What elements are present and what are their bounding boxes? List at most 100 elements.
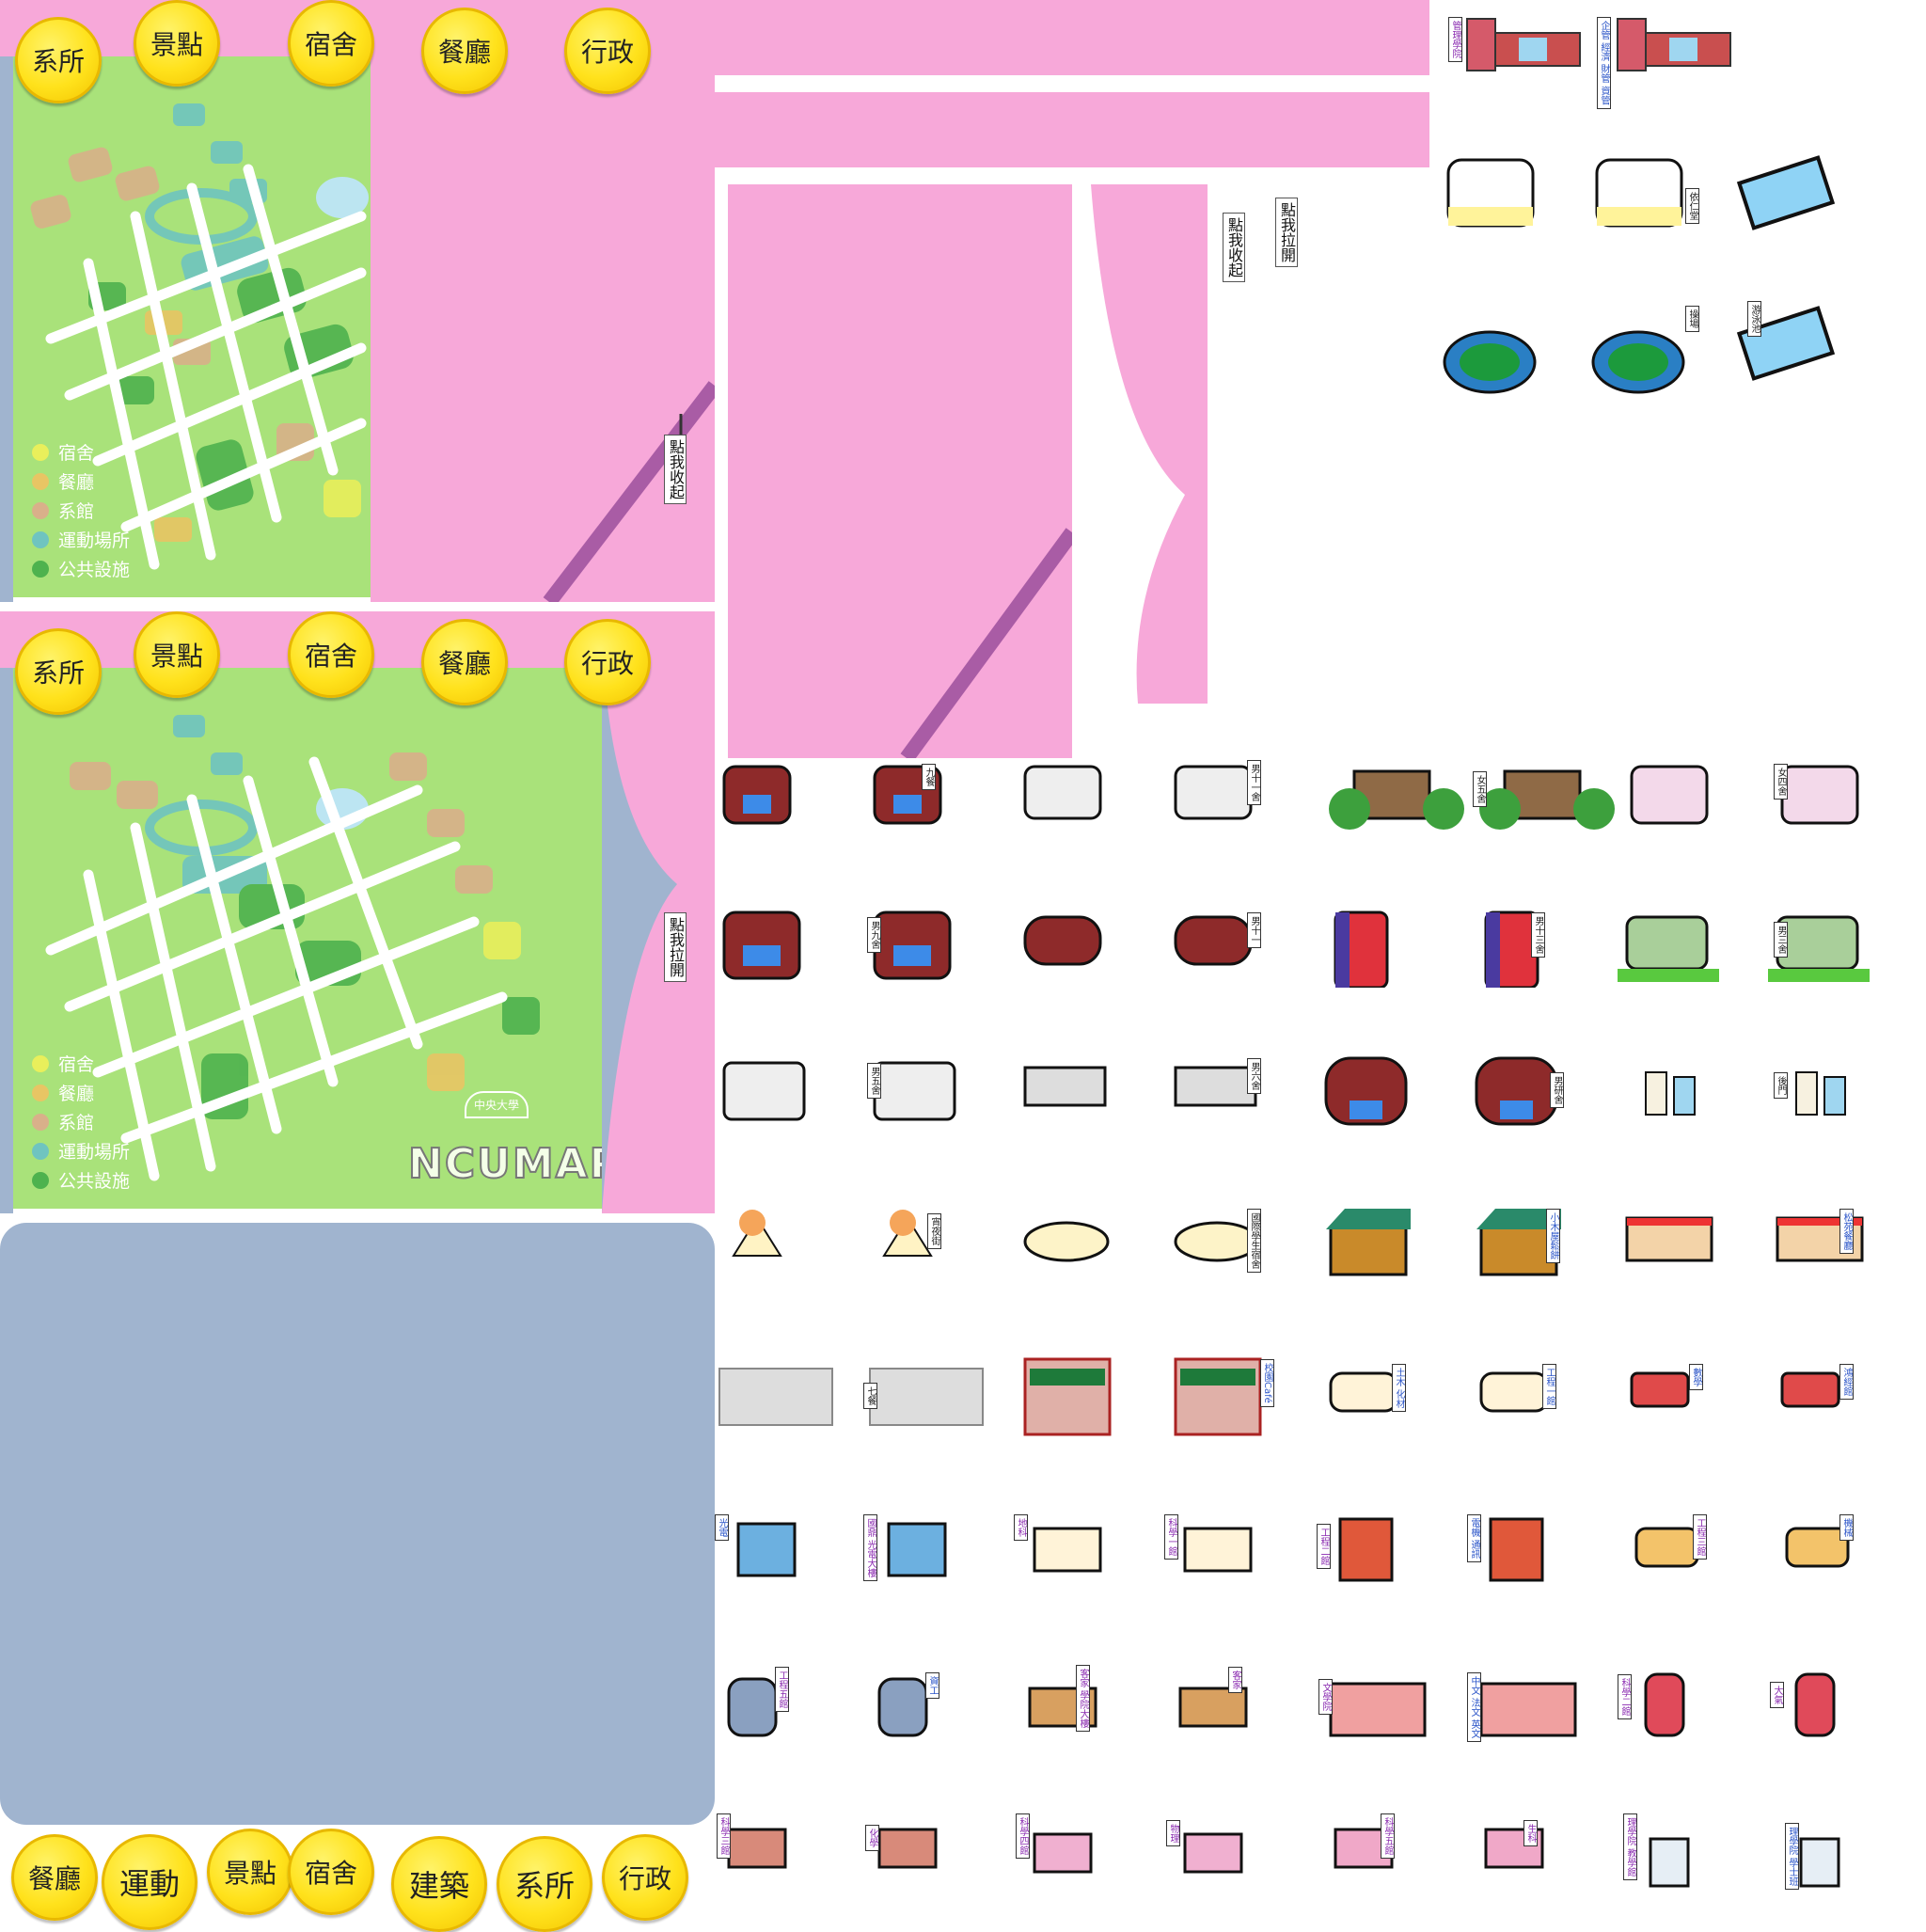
sprite-label: 大氣 <box>1770 1682 1784 1708</box>
legend-row-sports: 運動場所 <box>32 525 130 554</box>
curtain-fold-shape <box>1091 184 1208 704</box>
scenic-button[interactable]: 景點 <box>207 1829 293 1915</box>
dorm-button[interactable]: 宿舍 <box>288 611 374 698</box>
sprite-label: 理學院 教學館 <box>1623 1813 1637 1881</box>
sprite-label: 男十三舍 <box>1531 912 1545 958</box>
legend-row-dining: 餐廳 <box>32 467 130 496</box>
legend-dot <box>32 1084 49 1101</box>
sprite-label: 工程五館 <box>775 1667 789 1712</box>
valance-sprite-1 <box>715 0 1429 75</box>
admin-button[interactable]: 行政 <box>602 1834 688 1921</box>
map-frame <box>0 611 13 1213</box>
dept-building-sprite <box>1768 1665 1870 1750</box>
curtain-pull-tag[interactable]: 點我收起 <box>664 435 687 504</box>
map-frame <box>0 0 13 602</box>
dept-building-sprite <box>1467 1811 1569 1895</box>
dorm-sprite <box>715 752 816 837</box>
scenic-button[interactable]: 景點 <box>134 0 220 87</box>
admin-button[interactable]: 行政 <box>564 619 651 705</box>
field-sprite <box>1439 310 1540 395</box>
dept-button[interactable]: 系所 <box>15 17 102 103</box>
pool-sprite <box>1735 150 1837 235</box>
dept-building-sprite <box>865 1665 967 1750</box>
pool-sprite <box>1735 301 1837 386</box>
dept-building-sprite <box>1618 1354 1719 1439</box>
map-legend: 宿舍 餐廳 系館 運動場所 公共設施 <box>32 437 130 583</box>
sprite-label: 男九舍 <box>867 917 881 953</box>
sprite-label: 化學 <box>865 1825 879 1851</box>
dept-button[interactable]: 系所 <box>497 1836 592 1932</box>
dining-button[interactable]: 餐廳 <box>421 619 508 705</box>
closed-curtain[interactable] <box>371 28 715 602</box>
dorm-button[interactable]: 宿舍 <box>288 1829 374 1915</box>
dorm-button[interactable]: 宿舍 <box>288 0 374 87</box>
sprite-label: 男三舍 <box>1774 922 1788 958</box>
scenic-button[interactable]: 景點 <box>134 611 220 698</box>
legend-label: 運動場所 <box>58 1142 131 1163</box>
sprite-label: 男十一舍 <box>1247 760 1261 805</box>
sprite-label: 數學 <box>1689 1364 1703 1390</box>
curtain-fold <box>602 640 677 1213</box>
dept-building-sprite <box>1317 1811 1418 1895</box>
dorm-sprite <box>1016 1049 1117 1133</box>
dept-building-sprite <box>1166 1811 1268 1895</box>
dining-button[interactable]: 餐廳 <box>421 8 508 94</box>
field-sprite <box>1587 310 1689 395</box>
dept-building-sprite <box>1016 1665 1117 1750</box>
dept-building-sprite <box>1467 1510 1569 1594</box>
sprite-label: 男六舍 <box>1247 1058 1261 1094</box>
sprite-label: 男五舍 <box>867 1063 881 1099</box>
dept-building-sprite <box>1016 1510 1117 1594</box>
campus-map-drawing <box>30 103 369 570</box>
dorm-sprite <box>1768 903 1870 988</box>
dept-button[interactable]: 系所 <box>15 628 102 715</box>
sprite-label: 資工 <box>925 1672 939 1699</box>
food-sprite <box>715 1199 816 1284</box>
legend-dot <box>32 501 49 519</box>
sprite-label: 科學一館 <box>1164 1514 1178 1560</box>
legend-label: 系館 <box>58 1113 95 1133</box>
admin-button[interactable]: 行政 <box>564 8 651 94</box>
dept-building-sprite <box>865 1811 967 1895</box>
sprite-label: 依仁堂 <box>1685 188 1699 224</box>
campus-map-full[interactable]: 宿舍 餐廳 系館 運動場所 公共設施 中央大學 NCUMAP <box>13 640 621 1209</box>
valance-sprite-2 <box>715 92 1429 167</box>
dept-building-sprite <box>1618 1811 1719 1895</box>
curtain-rope <box>900 528 1079 763</box>
legend-row-dining: 餐廳 <box>32 1078 130 1107</box>
cabin-sprite <box>1467 1199 1569 1284</box>
legend-dot <box>32 1171 49 1189</box>
sprite-label: 科學四館 <box>1016 1813 1030 1859</box>
logo-text: NCUMAP <box>407 1139 622 1189</box>
dorm-sprite <box>1476 752 1618 837</box>
sprite-label: 客家 學院大樓 <box>1076 1665 1090 1733</box>
sports-button[interactable]: 運動 <box>102 1834 197 1930</box>
dorm-sprite <box>865 903 967 988</box>
sprite-label: 企管 經濟 財管 資管 <box>1597 17 1611 109</box>
sprite-label: 工程三館 <box>1693 1514 1707 1560</box>
sprite-label: 電機 通訊 <box>1467 1514 1481 1563</box>
dept-building-sprite <box>715 1665 816 1750</box>
dining-button[interactable]: 餐廳 <box>11 1834 98 1921</box>
dept-building-sprite <box>1467 1665 1589 1750</box>
legend-dot <box>32 1054 49 1072</box>
dept-building-sprite <box>865 1510 967 1594</box>
sprite-label: 工程二館 <box>1317 1524 1331 1569</box>
sprite-label: 科學五館 <box>1381 1813 1395 1859</box>
campus-map[interactable]: 宿舍 餐廳 系館 運動場所 公共設施 <box>13 28 371 597</box>
legend-row-dept: 系館 <box>32 1107 130 1136</box>
open-curtain-edge[interactable] <box>602 640 715 1213</box>
open-curtain-sprite <box>1091 184 1208 704</box>
curtain-rope <box>543 381 715 602</box>
curtain-pull-tag[interactable]: 點我拉開 <box>664 912 687 982</box>
top-map-panel: 宿舍 餐廳 系館 運動場所 公共設施 點我收起 系所 景點 宿舍 餐廳 行政 <box>0 0 715 602</box>
closed-curtain-sprite <box>728 184 1079 763</box>
dept-building-sprite <box>1768 1354 1870 1439</box>
legend-dot <box>32 560 49 578</box>
dept-building-sprite <box>1768 1510 1870 1594</box>
gate-sprite <box>1768 1049 1870 1133</box>
legend-row-dorm: 宿舍 <box>32 1049 130 1078</box>
building-button[interactable]: 建築 <box>391 1836 487 1932</box>
sprite-label: 土木 化材 <box>1392 1364 1406 1413</box>
dorm-sprite <box>1467 903 1569 990</box>
